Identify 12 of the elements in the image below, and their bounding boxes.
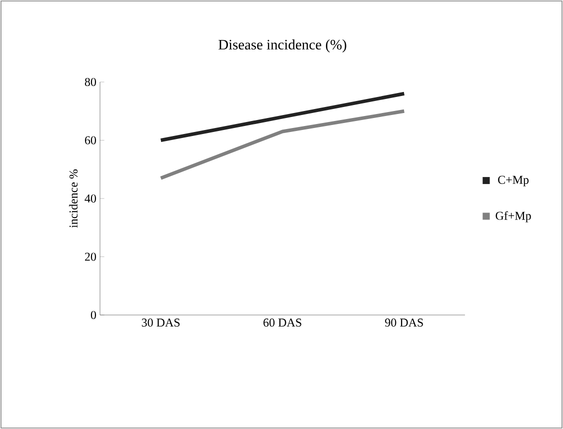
x-tick-label: 90 DAS	[385, 318, 423, 327]
y-tick-label: 80	[84, 78, 96, 86]
x-tick-label: 30 DAS	[142, 318, 180, 327]
legend-label: C+Mp	[498, 176, 529, 186]
chart-title: Disease incidence (%)	[218, 39, 346, 52]
x-tick-label: 60 DAS	[264, 318, 302, 327]
y-tick-label: 20	[85, 252, 96, 261]
y-tick-label: 40	[84, 194, 96, 203]
y-tick-label: 0	[90, 310, 96, 320]
y-axis-title: incidence %	[69, 169, 78, 228]
legend-label: Gf+Mp	[496, 211, 531, 222]
y-tick-label: 60	[84, 136, 96, 144]
